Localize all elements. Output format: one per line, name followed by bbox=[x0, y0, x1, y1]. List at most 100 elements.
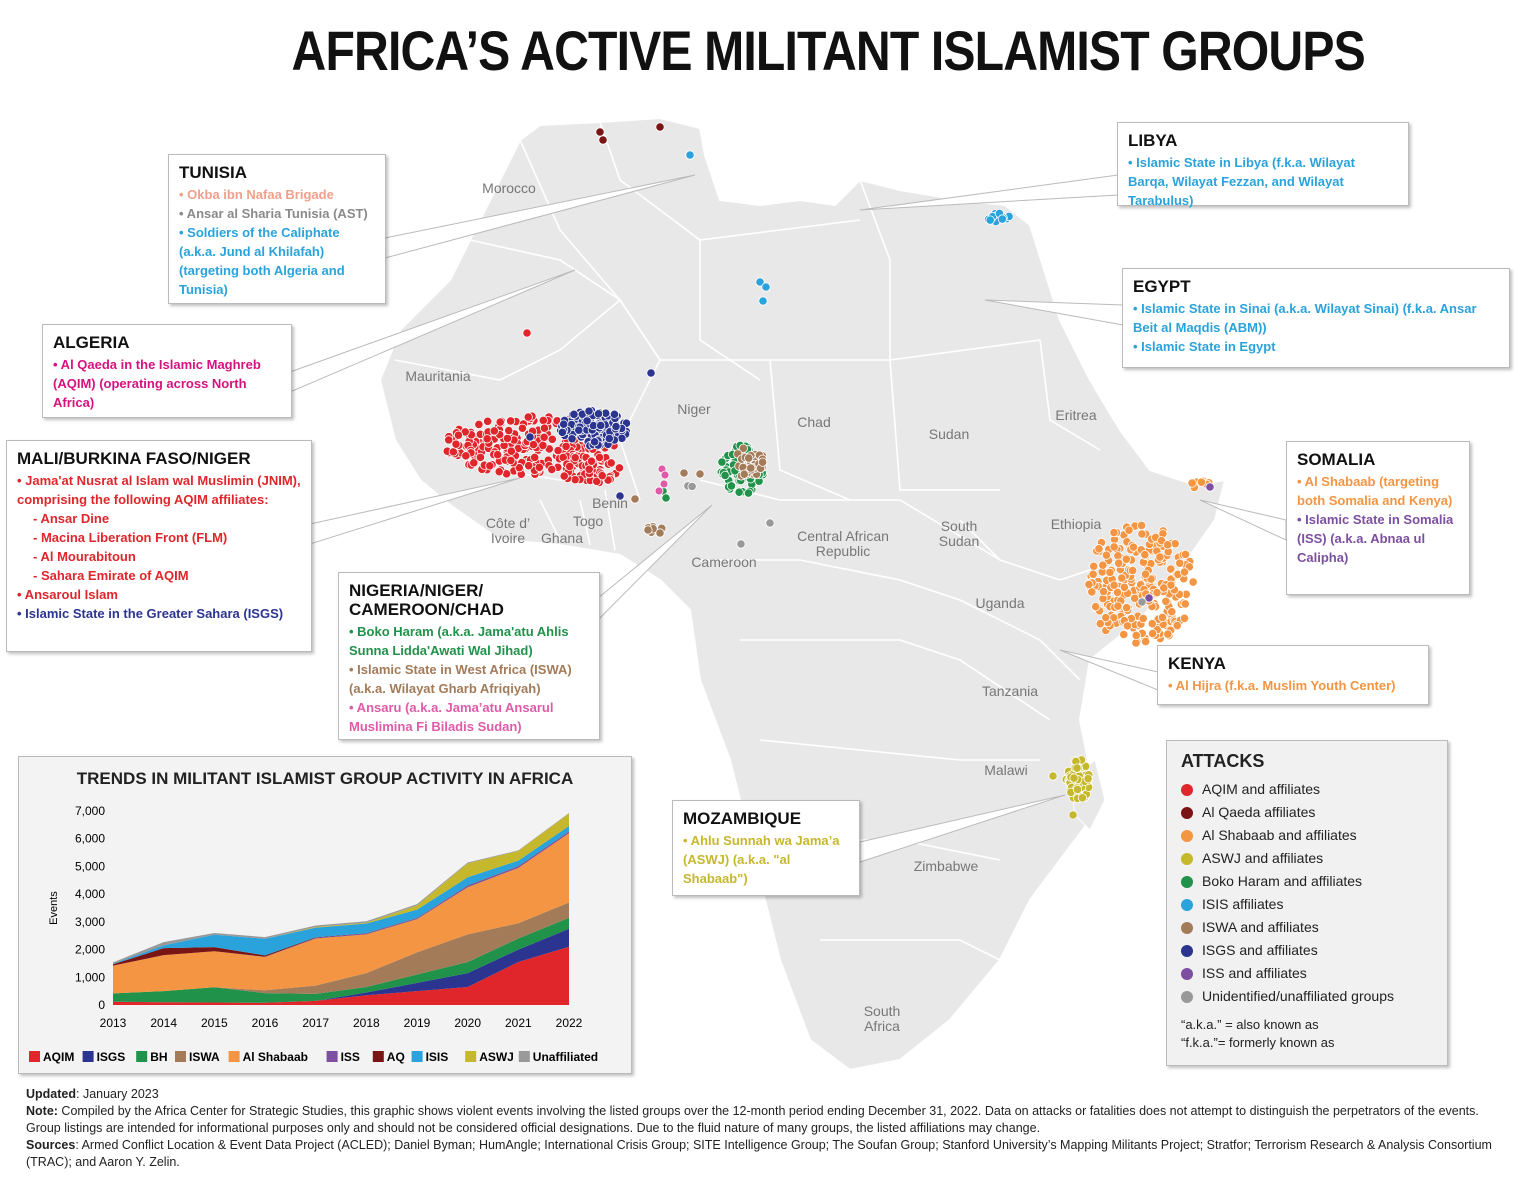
chart-legend-swatch bbox=[326, 1051, 338, 1062]
attack-dot bbox=[1170, 539, 1180, 549]
y-tick-label: 2,000 bbox=[75, 943, 105, 957]
y-tick-label: 6,000 bbox=[75, 832, 105, 846]
legend-item: ISGS and affiliates bbox=[1181, 939, 1433, 962]
attack-dot bbox=[494, 467, 504, 477]
attack-dot bbox=[1138, 613, 1148, 624]
attack-dot bbox=[1175, 558, 1185, 568]
legend-item: ASWJ and affiliates bbox=[1181, 847, 1433, 870]
attack-dot bbox=[609, 409, 620, 419]
attack-dot bbox=[1161, 596, 1171, 606]
footer-updated: Updated: January 2023 bbox=[26, 1087, 159, 1101]
label-mauritania: Mauritania bbox=[405, 368, 471, 384]
legend-item: Al Shabaab and affiliates bbox=[1181, 824, 1433, 847]
legend-item: Unidentified/unaffiliated groups bbox=[1181, 985, 1433, 1008]
attack-dot bbox=[1144, 593, 1154, 603]
attack-dot bbox=[1091, 602, 1101, 612]
legend-note-fka: “f.k.a.”= formerly known as bbox=[1181, 1035, 1335, 1050]
chart-legend-swatch bbox=[175, 1051, 186, 1062]
callout-kenya-items: • Al Hijra (f.k.a. Muslim Youth Center) bbox=[1168, 676, 1418, 695]
attack-dot bbox=[717, 457, 727, 467]
chart-legend-swatch bbox=[29, 1051, 40, 1062]
legend-dot bbox=[1181, 783, 1193, 796]
trend-chart-svg: 0 1,000 2,000 3,000 4,000 5,000 6,000 7,000 Even… bbox=[29, 804, 598, 1064]
attack-dot bbox=[565, 461, 575, 472]
chart-legend-label: AQIM bbox=[43, 1050, 74, 1064]
callout-pointers bbox=[289, 174, 1287, 863]
attack-dot bbox=[758, 296, 768, 306]
label-cameroon: Cameroon bbox=[691, 554, 757, 570]
label-uganda: Uganda bbox=[975, 595, 1025, 611]
attack-dot bbox=[492, 450, 503, 460]
callout-item: • Islamic State in Egypt bbox=[1133, 339, 1276, 354]
callout-egypt-heading: EGYPT bbox=[1133, 277, 1191, 296]
attack-dot bbox=[522, 328, 532, 338]
attack-dot bbox=[1157, 612, 1168, 622]
legend-label: Al Shabaab and affiliates bbox=[1202, 827, 1357, 843]
legend-label: ISIS affiliates bbox=[1202, 896, 1284, 912]
attack-dot bbox=[615, 491, 625, 501]
callout-mali: MALI/BURKINA FASO/NIGER • Jama'at Nusrat… bbox=[6, 440, 312, 652]
attack-dot bbox=[679, 468, 689, 478]
area-series-aqim bbox=[113, 946, 569, 1005]
attack-dot bbox=[1137, 529, 1147, 539]
legend-item: Boko Haram and affiliates bbox=[1181, 870, 1433, 893]
legend-dot bbox=[1181, 852, 1193, 865]
attack-dot bbox=[661, 493, 671, 503]
attack-dot bbox=[985, 215, 995, 225]
attack-dot bbox=[1098, 560, 1108, 570]
attack-dot bbox=[1205, 482, 1215, 492]
attack-dot bbox=[765, 518, 775, 528]
attack-dot bbox=[617, 433, 627, 443]
attack-dot bbox=[614, 463, 625, 473]
chart-legend-swatch bbox=[372, 1051, 384, 1062]
attack-dot bbox=[595, 452, 605, 463]
attack-dot bbox=[453, 430, 464, 440]
callout-mozambique: MOZAMBIQUE • Ahlu Sunnah wa Jama’a (ASWJ… bbox=[672, 800, 860, 896]
attack-dot bbox=[590, 437, 600, 447]
attack-dot bbox=[528, 440, 539, 450]
attack-dot bbox=[461, 451, 471, 461]
attack-dot bbox=[1048, 771, 1058, 781]
legend-item: ISIS affiliates bbox=[1181, 893, 1433, 916]
legend-label: ASWJ and affiliates bbox=[1202, 850, 1324, 866]
attack-dot bbox=[736, 539, 746, 549]
attack-dot bbox=[761, 282, 771, 292]
attack-dot bbox=[1094, 544, 1104, 554]
attack-dot bbox=[595, 127, 605, 137]
chart-legend-swatch bbox=[411, 1051, 423, 1062]
chart-legend-label: ISS bbox=[341, 1050, 360, 1064]
attack-dot bbox=[539, 423, 550, 433]
attack-dot bbox=[504, 425, 514, 436]
attacks-legend: ATTACKS AQIM and affiliates Al Qaeda affi… bbox=[1166, 740, 1448, 1066]
callout-item: - Ansar Dine bbox=[33, 511, 110, 526]
label-south-sudan: South Sudan bbox=[938, 518, 980, 549]
attack-dot bbox=[559, 471, 569, 481]
label-malawi: Malawi bbox=[984, 762, 1028, 778]
x-tick-label: 2021 bbox=[505, 1016, 532, 1030]
attack-dot bbox=[758, 457, 768, 467]
legend-item: ISWA and affiliates bbox=[1181, 916, 1433, 939]
attack-dot bbox=[1163, 629, 1173, 639]
attack-dot bbox=[596, 420, 606, 431]
attack-dot bbox=[1101, 550, 1112, 560]
attack-dot bbox=[755, 277, 765, 287]
x-tick-label: 2019 bbox=[404, 1016, 431, 1030]
y-tick-label: 1,000 bbox=[75, 970, 105, 984]
attack-dot bbox=[720, 470, 730, 481]
legend-dot bbox=[1181, 990, 1193, 1003]
attack-dot bbox=[567, 434, 577, 444]
label-south-africa: South Africa bbox=[863, 1003, 901, 1034]
attack-dot bbox=[1072, 784, 1083, 795]
attack-dot bbox=[685, 150, 695, 160]
attack-dot bbox=[574, 425, 584, 435]
attack-dot bbox=[1117, 573, 1127, 583]
chart-legend-label: Unaffiliated bbox=[533, 1050, 598, 1064]
attack-dot bbox=[1122, 621, 1133, 631]
attack-dot bbox=[469, 458, 479, 468]
callout-item: • Ahlu Sunnah wa Jama’a (ASWJ) (a.k.a. "… bbox=[683, 833, 840, 886]
callout-mali-items: • Jama'at Nusrat al Islam wal Muslimin (… bbox=[17, 471, 301, 623]
attack-dot bbox=[525, 432, 535, 442]
attack-dot bbox=[1109, 527, 1119, 538]
label-ghana: Ghana bbox=[540, 530, 584, 546]
callout-somalia-heading: SOMALIA bbox=[1297, 450, 1376, 469]
